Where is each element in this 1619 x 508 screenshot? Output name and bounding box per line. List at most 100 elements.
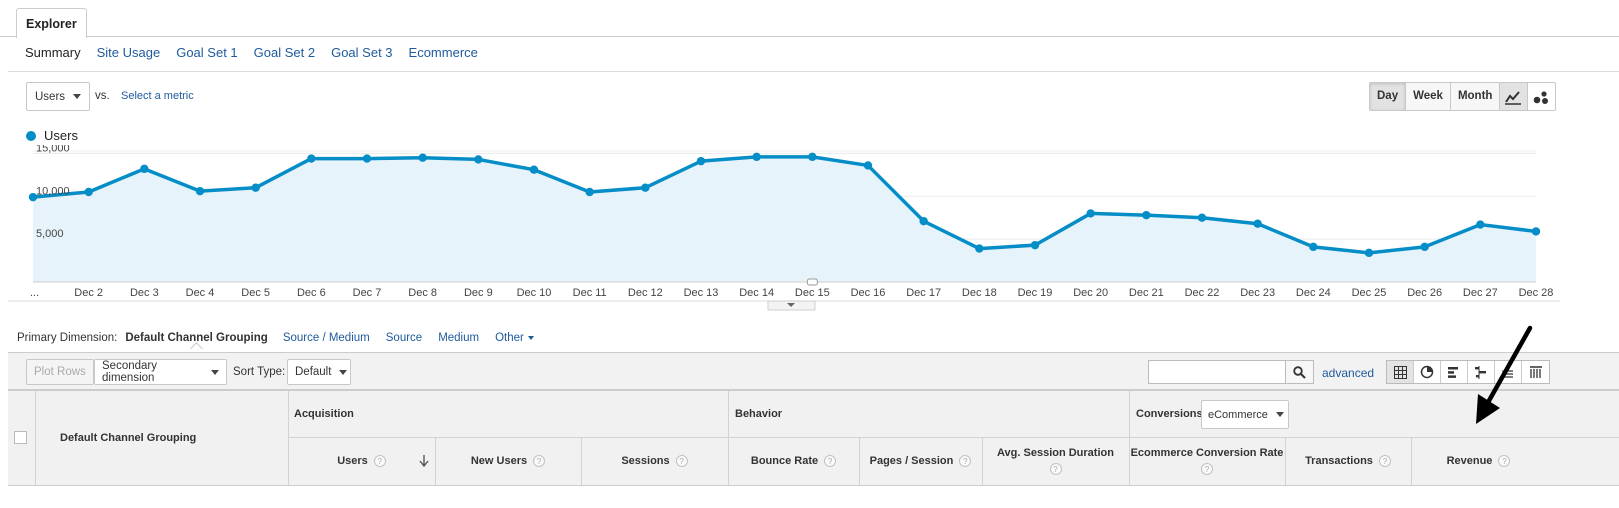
col-sessions-label: Sessions <box>621 455 670 467</box>
sort-descending-icon[interactable] <box>419 455 429 467</box>
help-icon[interactable]: ? <box>533 455 546 467</box>
dimension-other-label: Other <box>495 332 524 344</box>
data-point[interactable] <box>919 216 928 226</box>
comparison-view-icon[interactable] <box>1468 361 1495 383</box>
search-button[interactable] <box>1286 360 1314 384</box>
x-tick-label: Dec 7 <box>353 287 382 299</box>
x-tick-label: Dec 22 <box>1185 287 1220 299</box>
data-point[interactable] <box>28 192 38 202</box>
chevron-down-icon <box>787 303 795 307</box>
col-transactions[interactable]: Transactions? <box>1285 437 1411 485</box>
data-point[interactable] <box>1030 240 1040 250</box>
x-tick-label: Dec 2 <box>74 287 103 299</box>
table-header: Default Channel Grouping Acquisition Beh… <box>8 390 1619 508</box>
col-users[interactable]: Users? <box>288 437 435 485</box>
help-icon[interactable]: ? <box>824 455 837 467</box>
motion-chart-icon[interactable] <box>1528 83 1555 110</box>
table-search-input[interactable] <box>1148 360 1286 384</box>
divider <box>435 437 436 508</box>
data-point[interactable] <box>140 164 149 174</box>
data-point[interactable] <box>195 186 205 196</box>
help-icon[interactable]: ? <box>1201 463 1213 475</box>
data-point[interactable] <box>641 183 650 192</box>
conversions-dropdown[interactable]: eCommerce <box>1201 400 1289 429</box>
primary-dimension-current: Default Channel Grouping <box>125 332 268 344</box>
subnav-site-usage[interactable]: Site Usage <box>96 45 161 60</box>
col-avg-session-duration[interactable]: Avg. Session Duration ? <box>982 437 1129 485</box>
data-point[interactable] <box>307 154 316 163</box>
data-point[interactable] <box>696 156 706 166</box>
subnav-summary[interactable]: Summary <box>25 45 81 60</box>
x-tick-label: Dec 19 <box>1018 287 1053 299</box>
group-acquisition: Acquisition <box>294 408 354 420</box>
col-new-users[interactable]: New Users? <box>435 437 581 485</box>
pivot-view-icon[interactable] <box>1522 361 1549 383</box>
sort-type-dropdown[interactable]: Default <box>287 359 351 385</box>
line-chart-icon[interactable] <box>1500 83 1528 110</box>
help-icon[interactable]: ? <box>373 455 386 467</box>
col-pages-per-session[interactable]: Pages / Session? <box>859 437 982 485</box>
help-icon[interactable]: ? <box>675 455 688 467</box>
plot-rows-button[interactable]: Plot Rows <box>26 359 94 385</box>
data-table-view-icon[interactable] <box>1387 361 1414 383</box>
metric-dropdown[interactable]: Users <box>26 82 90 111</box>
col-revenue[interactable]: Revenue? <box>1411 437 1546 485</box>
day-button[interactable]: Day <box>1370 83 1407 110</box>
granularity-toggle: Day Week Month <box>1369 82 1501 111</box>
x-tick-label: Dec 5 <box>241 287 270 299</box>
col-ecommerce-conversion-rate[interactable]: Ecommerce Conversion Rate ? <box>1129 437 1285 485</box>
dimension-source-medium[interactable]: Source / Medium <box>282 332 370 344</box>
col-bounce-rate-wrap: Bounce Rate? <box>751 455 837 467</box>
annotation-marker[interactable] <box>806 278 818 286</box>
subnav-ecommerce[interactable]: Ecommerce <box>408 45 478 60</box>
data-point[interactable] <box>1086 209 1095 218</box>
data-point[interactable] <box>1476 220 1485 229</box>
data-point[interactable] <box>474 155 483 164</box>
month-button[interactable]: Month <box>1450 83 1500 110</box>
data-point[interactable] <box>863 161 873 170</box>
dimension-medium[interactable]: Medium <box>438 332 480 344</box>
data-point[interactable] <box>808 152 817 162</box>
data-point[interactable] <box>1364 248 1374 258</box>
data-point[interactable] <box>529 165 539 174</box>
sort-type-label: Sort Type: <box>233 366 286 378</box>
data-point[interactable] <box>1531 227 1541 236</box>
dimension-other[interactable]: Other <box>495 332 534 344</box>
secondary-dimension-dropdown[interactable]: Secondary dimension <box>94 359 227 385</box>
col-bounce-rate[interactable]: Bounce Rate? <box>728 437 859 485</box>
legend-users[interactable]: Users <box>44 128 78 143</box>
select-all-checkbox[interactable] <box>14 431 27 444</box>
vs-label: vs. <box>95 90 110 102</box>
subnav-goal-set-1[interactable]: Goal Set 1 <box>176 45 238 60</box>
dimension-source[interactable]: Source <box>385 332 423 344</box>
help-icon[interactable]: ? <box>1049 463 1062 475</box>
tab-explorer[interactable]: Explorer <box>16 8 87 39</box>
data-point[interactable] <box>1420 242 1429 252</box>
data-point[interactable] <box>251 183 260 192</box>
data-point[interactable] <box>585 187 594 197</box>
help-icon[interactable]: ? <box>959 455 972 467</box>
data-point[interactable] <box>418 153 427 162</box>
help-icon[interactable]: ? <box>1378 455 1391 467</box>
select-metric-link[interactable]: Select a metric <box>121 90 194 102</box>
help-icon[interactable]: ? <box>1498 455 1511 467</box>
data-point[interactable] <box>1197 213 1207 222</box>
performance-view-icon[interactable] <box>1441 361 1468 383</box>
data-point[interactable] <box>1142 210 1151 220</box>
data-point[interactable] <box>1253 219 1262 228</box>
data-point[interactable] <box>975 244 984 253</box>
data-point[interactable] <box>362 154 372 163</box>
col-transactions-label: Transactions <box>1305 455 1373 467</box>
subnav-goal-set-3[interactable]: Goal Set 3 <box>331 45 393 60</box>
subnav-goal-set-2[interactable]: Goal Set 2 <box>253 45 316 60</box>
col-default-channel-grouping[interactable]: Default Channel Grouping <box>60 432 197 444</box>
data-point[interactable] <box>752 152 761 162</box>
data-point[interactable] <box>84 187 93 197</box>
data-point[interactable] <box>1309 242 1318 252</box>
pie-chart-view-icon[interactable] <box>1414 361 1441 383</box>
chevron-down-icon <box>1275 412 1284 417</box>
col-sessions[interactable]: Sessions? <box>581 437 728 485</box>
col-pages-per-session-wrap: Pages / Session? <box>870 455 972 467</box>
advanced-filter-link[interactable]: advanced <box>1322 366 1375 380</box>
week-button[interactable]: Week <box>1406 83 1451 110</box>
